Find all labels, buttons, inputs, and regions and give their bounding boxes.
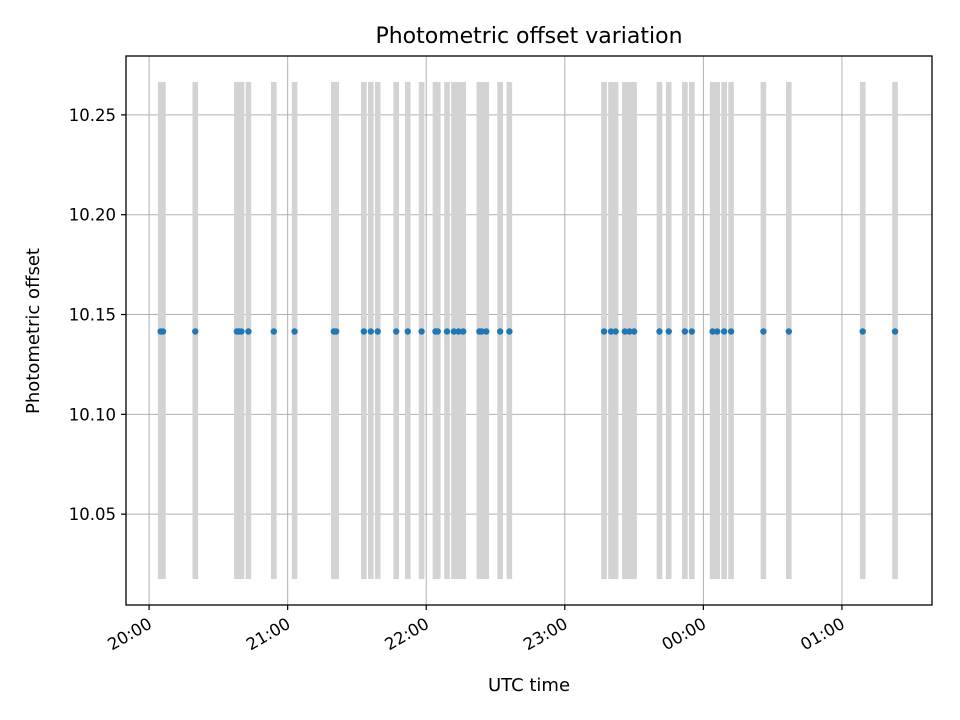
chart-title: Photometric offset variation: [375, 24, 682, 49]
plot-frame: [125, 55, 933, 606]
data-point: [785, 328, 793, 335]
data-point: [760, 328, 767, 335]
data-points: [157, 328, 899, 335]
data-point: [859, 328, 866, 335]
y-tick-label: 10.15: [69, 306, 116, 325]
data-point: [367, 328, 375, 335]
data-point: [404, 328, 411, 335]
data-point: [709, 328, 716, 335]
data-point: [270, 328, 278, 335]
x-tick-label: 01:00: [797, 614, 848, 654]
x-tick-label: 23:00: [520, 614, 571, 654]
data-point: [891, 328, 899, 335]
data-point: [332, 328, 340, 335]
data-point: [291, 328, 298, 335]
data-point: [360, 328, 368, 335]
data-point: [159, 328, 167, 335]
y-tick-label: 10.05: [69, 505, 116, 524]
data-point: [612, 328, 619, 335]
data-point: [418, 328, 425, 335]
data-point: [434, 328, 441, 335]
data-point: [506, 328, 513, 335]
y-tick-label: 10.10: [69, 405, 116, 424]
data-point: [720, 328, 728, 335]
data-point: [450, 328, 458, 335]
data-point: [727, 328, 735, 335]
x-tick-label: 00:00: [659, 614, 710, 654]
x-tick-label: 21:00: [243, 614, 294, 654]
y-tick-label: 10.20: [69, 206, 116, 225]
data-point: [192, 328, 199, 335]
data-point: [496, 328, 504, 335]
x-axis-label: UTC time: [488, 675, 570, 696]
data-point: [714, 328, 721, 335]
data-point: [393, 328, 400, 335]
data-point: [238, 328, 245, 335]
data-point: [374, 328, 381, 335]
x-tick-label: 20:00: [104, 614, 155, 654]
data-point: [443, 328, 451, 335]
data-point: [626, 328, 633, 335]
data-point: [483, 328, 490, 335]
data-point: [665, 328, 672, 335]
data-point: [688, 328, 696, 335]
data-point: [600, 328, 608, 335]
data-point: [621, 328, 629, 335]
data-point: [455, 328, 462, 335]
data-point: [630, 328, 638, 335]
x-tick-label: 22:00: [382, 614, 433, 654]
data-point: [607, 328, 615, 335]
y-axis-label: Photometric offset: [23, 248, 44, 414]
data-point: [681, 328, 689, 335]
data-point: [459, 328, 467, 335]
data-point: [656, 328, 663, 335]
data-point: [478, 328, 485, 335]
data-point: [245, 328, 252, 335]
grid-lines: [126, 56, 932, 605]
y-tick-label: 10.25: [69, 106, 116, 125]
